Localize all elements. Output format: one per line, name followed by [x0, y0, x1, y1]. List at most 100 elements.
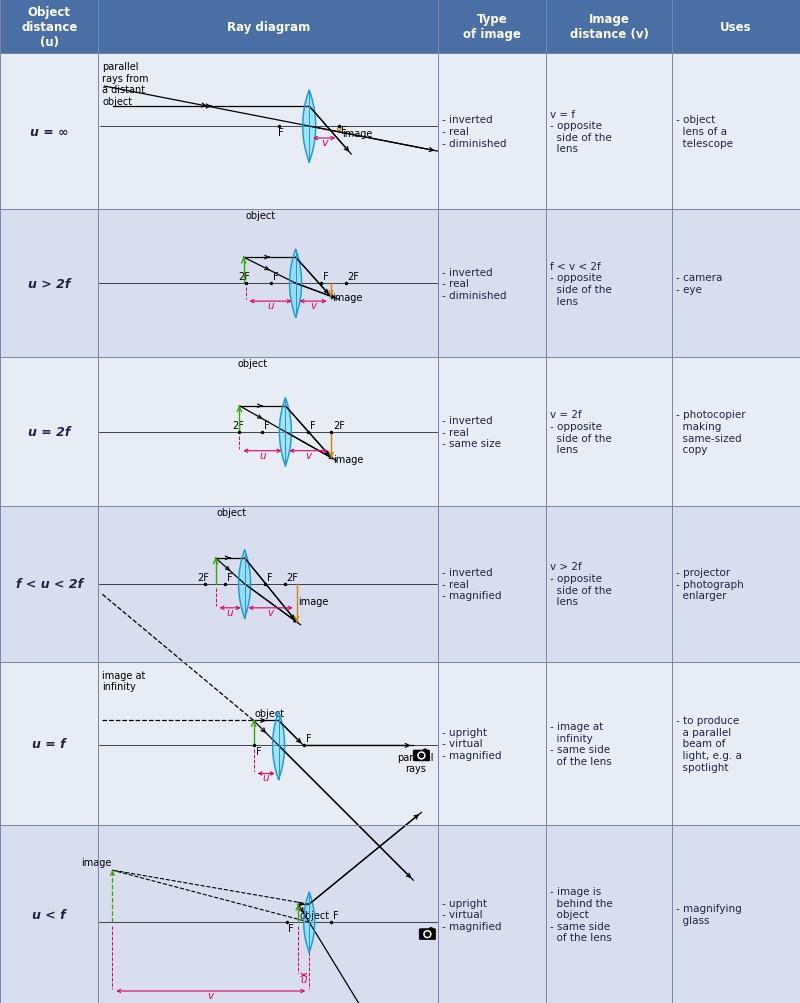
Text: - photocopier
  making
  same-sized
  copy: - photocopier making same-sized copy [676, 410, 746, 454]
Text: v: v [321, 137, 327, 147]
Bar [438, 507, 546, 662]
Text: object: object [246, 211, 276, 221]
Bar [546, 210, 672, 358]
Bar [438, 662, 546, 825]
Bar [546, 54, 672, 210]
Text: F: F [265, 420, 270, 430]
Text: 2F: 2F [348, 272, 359, 282]
Text: object: object [238, 359, 267, 369]
Bar [438, 358, 546, 507]
Bar [672, 210, 800, 358]
Text: u = 2f: u = 2f [28, 426, 70, 438]
Bar [546, 0, 672, 54]
Bar [0, 662, 98, 825]
Text: - inverted
- real
- diminished: - inverted - real - diminished [442, 267, 507, 301]
Text: - upright
- virtual
- magnified: - upright - virtual - magnified [442, 898, 502, 931]
Bar [98, 0, 438, 54]
Text: v: v [267, 607, 274, 617]
Bar [98, 507, 438, 662]
Bar [0, 210, 98, 358]
Text: F: F [278, 128, 284, 137]
Text: 2F: 2F [286, 573, 298, 583]
Text: u > 2f: u > 2f [28, 278, 70, 290]
Text: - to produce
  a parallel
  beam of
  light, e.g. a
  spotlight: - to produce a parallel beam of light, e… [676, 715, 742, 772]
Text: v: v [310, 301, 316, 311]
Text: F: F [310, 420, 316, 430]
Bar [438, 54, 546, 210]
Bar [546, 825, 672, 1003]
Text: v: v [208, 990, 214, 1000]
Text: - inverted
- real
- magnified: - inverted - real - magnified [442, 568, 502, 601]
Text: F: F [334, 911, 339, 920]
Text: F: F [256, 746, 262, 756]
Text: v > 2f
- opposite
  side of the
  lens: v > 2f - opposite side of the lens [550, 562, 612, 607]
Bar [0, 825, 98, 1003]
Text: - object
  lens of a
  telescope: - object lens of a telescope [676, 115, 733, 148]
Text: - camera
- eye: - camera - eye [676, 273, 722, 295]
Circle shape [423, 749, 427, 753]
Text: u: u [226, 607, 234, 617]
Text: F: F [288, 923, 294, 933]
Text: - image is
  behind the
  object
- same side
  of the lens: - image is behind the object - same side… [550, 886, 613, 943]
Text: F: F [226, 573, 232, 583]
Bar [672, 0, 800, 54]
FancyBboxPatch shape [414, 750, 430, 761]
Circle shape [426, 933, 430, 936]
Text: Image
distance (v): Image distance (v) [570, 13, 649, 41]
Bar [672, 662, 800, 825]
Text: u = f: u = f [32, 737, 66, 750]
Text: object: object [254, 709, 285, 719]
Text: v = 2f
- opposite
  side of the
  lens: v = 2f - opposite side of the lens [550, 410, 612, 454]
Bar [98, 662, 438, 825]
Bar [438, 210, 546, 358]
Text: object: object [299, 911, 330, 920]
Bar [438, 0, 546, 54]
Circle shape [418, 752, 425, 759]
Text: - image at
  infinity
- same side
  of the lens: - image at infinity - same side of the l… [550, 721, 612, 766]
Text: f < u < 2f: f < u < 2f [16, 578, 82, 591]
Text: u = ∞: u = ∞ [30, 125, 69, 138]
Text: 2F: 2F [238, 272, 250, 282]
Text: image: image [334, 454, 364, 464]
Text: Object
distance
(u): Object distance (u) [21, 6, 78, 48]
Bar [98, 210, 438, 358]
Bar [438, 825, 546, 1003]
Text: u < f: u < f [32, 908, 66, 921]
Circle shape [429, 928, 433, 932]
Text: image: image [342, 129, 373, 138]
Text: parallel
rays: parallel rays [397, 752, 434, 773]
Text: object: object [217, 508, 246, 518]
Text: F: F [322, 272, 328, 282]
Text: image: image [81, 858, 111, 868]
Circle shape [419, 754, 423, 757]
Text: - upright
- virtual
- magnified: - upright - virtual - magnified [442, 727, 502, 760]
Text: - inverted
- real
- diminished: - inverted - real - diminished [442, 115, 507, 148]
Text: u: u [267, 301, 274, 311]
Text: image: image [298, 596, 329, 606]
Bar [672, 54, 800, 210]
Bar [98, 54, 438, 210]
Text: - magnifying
  glass: - magnifying glass [676, 904, 742, 925]
Bar [0, 54, 98, 210]
Text: F: F [266, 573, 272, 583]
Bar [0, 358, 98, 507]
Text: Uses: Uses [720, 21, 752, 33]
Polygon shape [273, 712, 285, 779]
Text: Type
of image: Type of image [463, 13, 522, 41]
Text: 2F: 2F [233, 420, 244, 430]
Text: v: v [306, 450, 311, 460]
Polygon shape [238, 551, 250, 618]
Text: F: F [306, 734, 311, 743]
Text: f < v < 2f
- opposite
  side of the
  lens: f < v < 2f - opposite side of the lens [550, 262, 612, 306]
Bar [0, 507, 98, 662]
Bar [98, 358, 438, 507]
Text: - projector
- photograph
  enlarger: - projector - photograph enlarger [676, 568, 744, 601]
Bar [0, 0, 98, 54]
Polygon shape [290, 250, 302, 318]
Text: Ray diagram: Ray diagram [226, 21, 310, 33]
Bar [98, 825, 438, 1003]
Polygon shape [302, 91, 316, 162]
Bar [672, 358, 800, 507]
Text: image: image [333, 293, 363, 303]
Text: u: u [300, 974, 307, 984]
